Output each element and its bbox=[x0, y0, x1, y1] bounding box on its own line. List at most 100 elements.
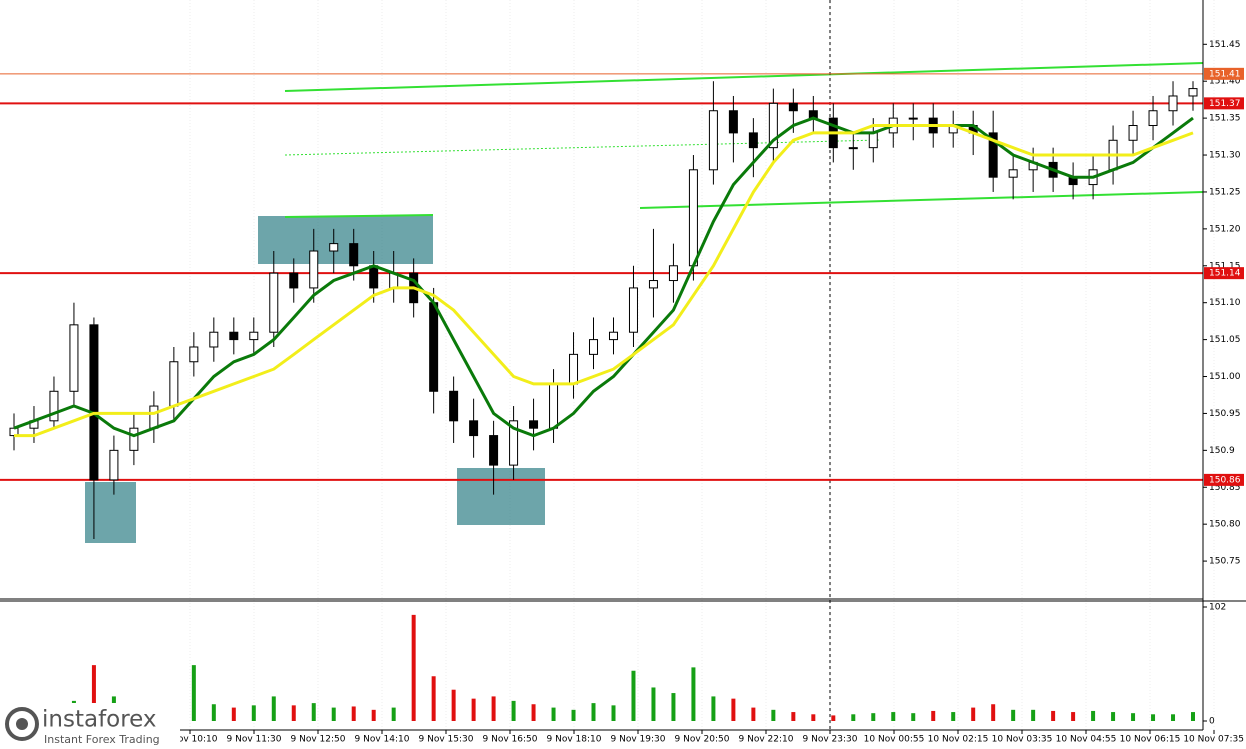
x-tick-label: 9 Nov 11:30 bbox=[227, 735, 282, 745]
volume-tick-label: 102 bbox=[1209, 603, 1226, 613]
candle-body bbox=[89, 324, 99, 481]
candle-body bbox=[589, 339, 599, 355]
candle-body bbox=[489, 435, 499, 466]
y-tick-label: 151.15 bbox=[1209, 261, 1241, 271]
candle-body bbox=[529, 420, 539, 429]
y-tick-label: 151.40 bbox=[1209, 77, 1241, 87]
zone-box bbox=[258, 216, 433, 264]
x-tick-label: 10 Nov 00:55 bbox=[864, 735, 925, 745]
candle-body bbox=[9, 427, 19, 437]
candle-body bbox=[269, 272, 279, 333]
candle-body bbox=[1148, 110, 1158, 127]
y-tick-label: 151.25 bbox=[1209, 187, 1241, 197]
level-label-bg bbox=[1204, 267, 1244, 280]
x-tick-label: 10 Nov 03:35 bbox=[992, 735, 1053, 745]
y-tick-label: 151.20 bbox=[1209, 224, 1241, 234]
x-tick-label: 9 Nov 22:10 bbox=[739, 735, 794, 745]
candle-body bbox=[69, 324, 79, 392]
candle-body bbox=[309, 250, 319, 289]
logo-name: instaforex bbox=[42, 707, 157, 733]
candle-body bbox=[149, 405, 159, 429]
candle-body bbox=[429, 302, 439, 392]
y-tick-label: 150.80 bbox=[1209, 520, 1241, 530]
x-tick-label: 10 Nov 04:55 bbox=[1056, 735, 1117, 745]
candle-body bbox=[569, 353, 579, 385]
candle-body bbox=[1168, 95, 1178, 112]
candle-body bbox=[908, 117, 918, 120]
candle-body bbox=[549, 383, 559, 429]
logo: instaforex Instant Forex Trading bbox=[0, 703, 180, 749]
candle-body bbox=[349, 243, 359, 267]
logo-tagline: Instant Forex Trading bbox=[44, 733, 160, 746]
candle-body bbox=[848, 147, 858, 150]
y-tick-label: 151.05 bbox=[1209, 335, 1241, 345]
y-tick-label: 151.10 bbox=[1209, 298, 1241, 308]
level-label-bg bbox=[1204, 67, 1244, 80]
candle-body bbox=[648, 280, 658, 289]
candle-body bbox=[688, 169, 698, 267]
candle-body bbox=[369, 265, 379, 289]
y-tick-label: 150.9 bbox=[1209, 446, 1235, 456]
trend-line bbox=[284, 214, 434, 218]
y-tick-label: 151.00 bbox=[1209, 372, 1241, 382]
y-tick-label: 151.30 bbox=[1209, 151, 1241, 161]
candle-body bbox=[988, 132, 998, 178]
candle-body bbox=[708, 110, 718, 171]
zone-box bbox=[85, 482, 136, 543]
candle-body bbox=[728, 110, 738, 134]
trend-line bbox=[284, 62, 1204, 92]
candle-body bbox=[289, 272, 299, 289]
y-tick-label: 150.75 bbox=[1209, 557, 1241, 567]
candle-body bbox=[249, 331, 259, 341]
level-label: 151.41 bbox=[1209, 69, 1241, 79]
x-tick-label: 9 Nov 16:50 bbox=[483, 735, 538, 745]
x-tick-label: 9 Nov 15:30 bbox=[419, 735, 474, 745]
candle-body bbox=[628, 287, 638, 333]
x-tick-label: 10 Nov 02:15 bbox=[928, 735, 989, 745]
logo-icon bbox=[16, 718, 28, 730]
level-label: 150.86 bbox=[1209, 475, 1241, 485]
candle-body bbox=[608, 331, 618, 341]
y-tick-label: 151.45 bbox=[1209, 40, 1241, 50]
x-tick-label: 9 Nov 19:30 bbox=[611, 735, 666, 745]
x-tick-label: 9 Nov 23:30 bbox=[803, 735, 858, 745]
candle-body bbox=[788, 102, 798, 112]
candle-body bbox=[329, 243, 339, 252]
candle-body bbox=[768, 102, 778, 149]
moving-average bbox=[14, 124, 1194, 438]
zone-box bbox=[457, 468, 545, 525]
candle-body bbox=[169, 361, 179, 407]
level-label-bg bbox=[1204, 97, 1244, 110]
level-label: 151.14 bbox=[1209, 269, 1241, 279]
level-label-bg bbox=[1204, 473, 1244, 486]
candle-body bbox=[469, 420, 479, 437]
candle-body bbox=[748, 132, 758, 149]
candle-body bbox=[509, 420, 519, 466]
y-tick-label: 150.85 bbox=[1209, 483, 1241, 493]
candle-body bbox=[449, 390, 459, 422]
trend-line bbox=[284, 139, 881, 156]
axes: 150.75 150.80 150.85 150.9 150.95 151.00 151.0… bbox=[163, 40, 1244, 745]
candle-body bbox=[1128, 125, 1138, 141]
y-tick-label: 151.35 bbox=[1209, 114, 1241, 124]
candle-body bbox=[668, 265, 678, 282]
volume-tick-label: 0 bbox=[1209, 717, 1215, 727]
plot bbox=[0, 73, 1203, 721]
x-tick-label: 9 Nov 20:50 bbox=[675, 735, 730, 745]
candle-body bbox=[129, 427, 139, 451]
candle-body bbox=[109, 449, 119, 481]
level-label: 151.37 bbox=[1209, 99, 1241, 109]
x-tick-label: 9 Nov 10:10 bbox=[163, 735, 218, 745]
x-tick-label: 10 Nov 07:35 bbox=[1183, 735, 1244, 745]
x-tick-label: 10 Nov 06:15 bbox=[1120, 735, 1181, 745]
candle-body bbox=[49, 390, 59, 422]
candle-body bbox=[189, 346, 199, 363]
candle-body bbox=[868, 132, 878, 149]
y-tick-label: 150.95 bbox=[1209, 409, 1241, 419]
x-tick-label: 9 Nov 18:10 bbox=[547, 735, 602, 745]
x-tick-label: 9 Nov 14:10 bbox=[355, 735, 410, 745]
candle-body bbox=[209, 331, 219, 348]
candle-body bbox=[1188, 88, 1198, 97]
